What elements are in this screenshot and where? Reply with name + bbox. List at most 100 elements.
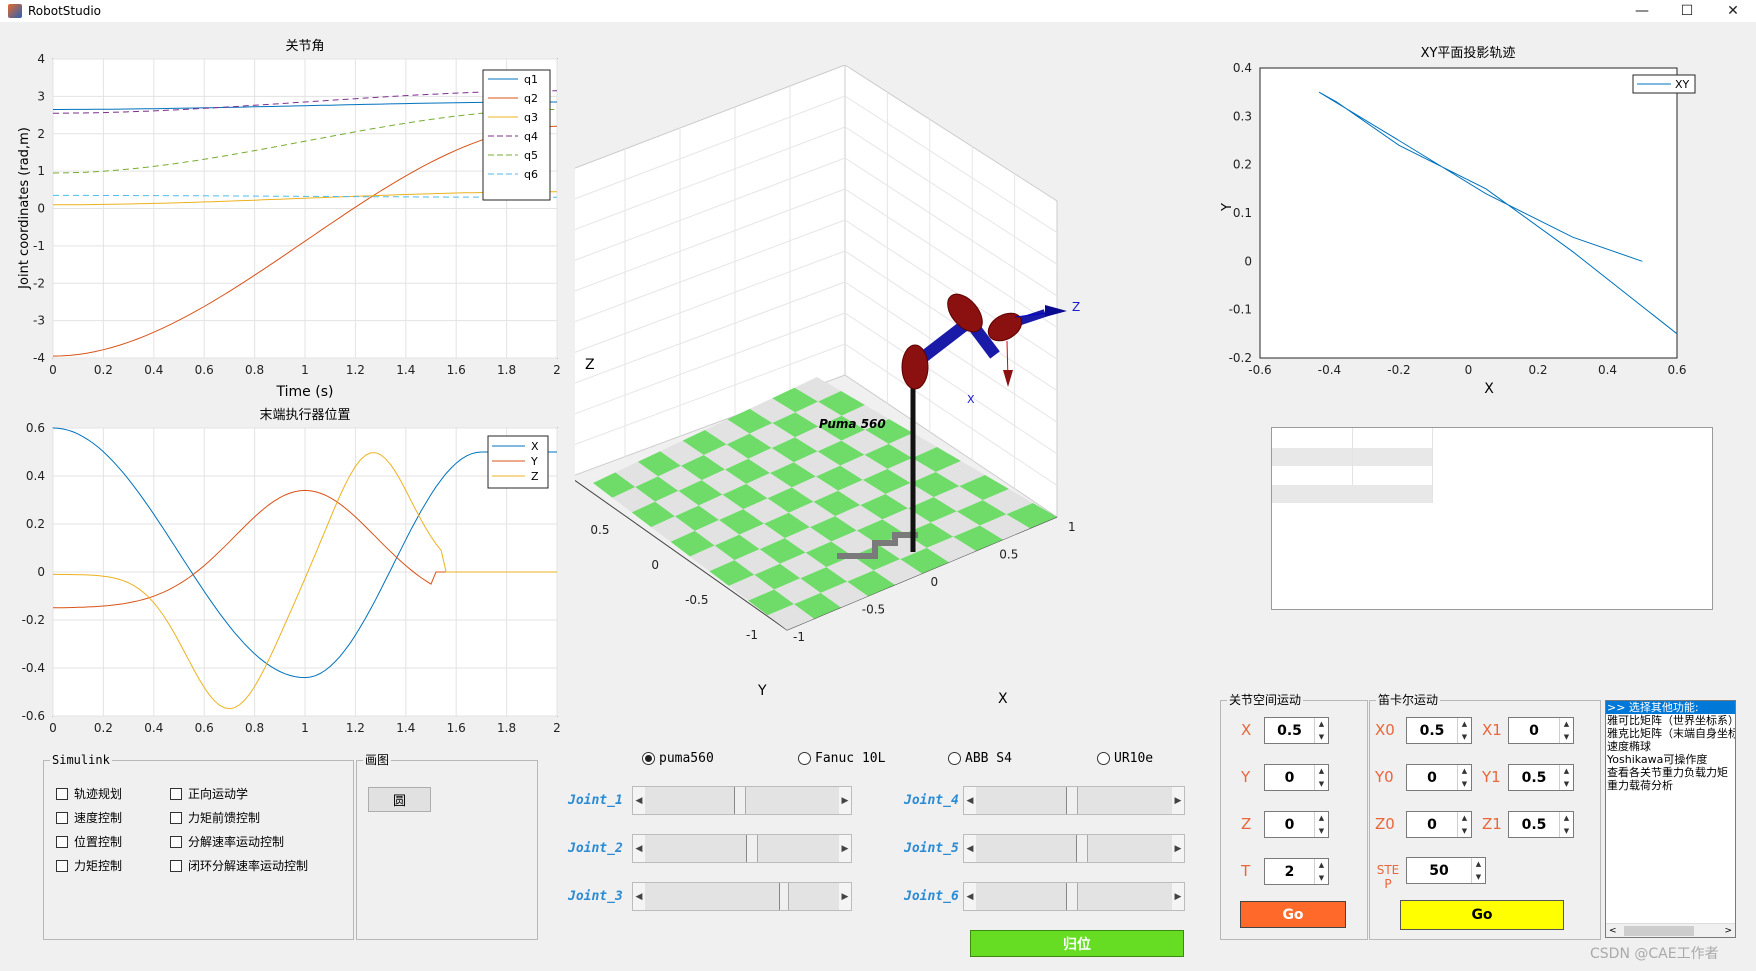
spinner-up-icon[interactable]: ▲	[1318, 814, 1325, 823]
checkbox-box[interactable]	[56, 835, 68, 848]
scroll-right-icon[interactable]: >	[1724, 925, 1732, 936]
simulink-option-checkbox[interactable]: 正向运动学	[170, 785, 248, 802]
draw-circle-button[interactable]: 圆	[368, 787, 431, 812]
spinner-up-icon[interactable]: ▲	[1461, 814, 1468, 823]
radio-dot[interactable]	[642, 752, 655, 765]
function-list-item[interactable]: Yoshikawa可操作度	[1607, 753, 1708, 766]
spinner-down-icon[interactable]: ▼	[1461, 732, 1468, 741]
slider-thumb[interactable]	[778, 883, 789, 910]
scroll-left-icon[interactable]: <	[1609, 925, 1617, 936]
spinner-value[interactable]: 0.5	[1521, 769, 1547, 786]
spinner-up-icon[interactable]: ▲	[1563, 720, 1570, 729]
value-spinner[interactable]: 0 ▲ ▼	[1406, 764, 1472, 791]
checkbox-box[interactable]	[170, 787, 182, 800]
slider-left-arrow-icon[interactable]: ◀	[964, 835, 976, 862]
joint-space-go-button[interactable]: Go	[1240, 901, 1346, 928]
robot-3d-view[interactable]: 10.80.60.40.20-0.2-0.4-0.6-0.8-1 10.50-0…	[575, 65, 1205, 725]
scroll-thumb[interactable]	[1623, 925, 1694, 936]
step-spinner[interactable]: 50 ▲ ▼	[1406, 857, 1486, 884]
slider-left-arrow-icon[interactable]: ◀	[633, 883, 645, 910]
slider-right-arrow-icon[interactable]: ▶	[1172, 883, 1184, 910]
simulink-option-checkbox[interactable]: 轨迹规划	[56, 785, 122, 802]
radio-dot[interactable]	[798, 752, 811, 765]
checkbox-box[interactable]	[56, 811, 68, 824]
data-table[interactable]	[1271, 427, 1713, 610]
spinner-value[interactable]: 0	[1427, 769, 1437, 786]
spinner-up-icon[interactable]: ▲	[1563, 767, 1570, 776]
function-list-item[interactable]: >> 选择其他功能:	[1606, 701, 1735, 714]
spinner-down-icon[interactable]: ▼	[1318, 826, 1325, 835]
simulink-option-checkbox[interactable]: 速度控制	[56, 809, 122, 826]
slider-right-arrow-icon[interactable]: ▶	[1172, 787, 1184, 814]
radio-dot[interactable]	[1097, 752, 1110, 765]
spinner-value[interactable]: 0	[1529, 722, 1539, 739]
slider-track[interactable]	[976, 835, 1172, 862]
spinner-down-icon[interactable]: ▼	[1318, 873, 1325, 882]
slider-track[interactable]	[976, 883, 1172, 910]
joint-slider-2[interactable]: ◀ ▶	[632, 834, 852, 863]
cartesian-go-button[interactable]: Go	[1400, 900, 1564, 930]
checkbox-box[interactable]	[170, 859, 182, 872]
spinner-value[interactable]: 0	[1284, 816, 1295, 833]
slider-thumb[interactable]	[1066, 787, 1078, 814]
spinner-value[interactable]: 0.5	[1521, 816, 1547, 833]
slider-thumb[interactable]	[734, 787, 746, 814]
slider-thumb[interactable]	[1075, 835, 1088, 862]
spinner-up-icon[interactable]: ▲	[1475, 860, 1482, 869]
slider-left-arrow-icon[interactable]: ◀	[633, 835, 645, 862]
joint-slider-1[interactable]: ◀ ▶	[632, 786, 852, 815]
robot-radio-2[interactable]: ABB S4	[948, 751, 1012, 766]
checkbox-box[interactable]	[56, 787, 68, 800]
minimize-button[interactable]: —	[1635, 3, 1649, 19]
spinner-down-icon[interactable]: ▼	[1475, 872, 1482, 881]
checkbox-box[interactable]	[170, 811, 182, 824]
value-spinner[interactable]: 0 ▲ ▼	[1264, 811, 1329, 838]
slider-track[interactable]	[645, 787, 839, 814]
spinner-up-icon[interactable]: ▲	[1318, 861, 1325, 870]
slider-thumb[interactable]	[745, 835, 758, 862]
simulink-option-checkbox[interactable]: 力矩前馈控制	[170, 809, 260, 826]
step-value[interactable]: 50	[1429, 862, 1449, 879]
spinner-up-icon[interactable]: ▲	[1461, 720, 1468, 729]
spinner-up-icon[interactable]: ▲	[1563, 814, 1570, 823]
close-button[interactable]: ✕	[1727, 3, 1739, 19]
slider-thumb[interactable]	[1066, 883, 1078, 910]
function-list-item[interactable]: 速度椭球	[1607, 740, 1651, 753]
joint-slider-3[interactable]: ◀ ▶	[632, 882, 852, 911]
spinner-value[interactable]: 2	[1284, 863, 1295, 880]
slider-left-arrow-icon[interactable]: ◀	[633, 787, 645, 814]
function-listbox[interactable]: >> 选择其他功能: 雅可比矩阵（世界坐标系） 雅克比矩阵（末端自身坐标 速度椭球 Yo…	[1605, 700, 1736, 938]
spinner-down-icon[interactable]: ▼	[1318, 732, 1325, 741]
joint-slider-6[interactable]: ◀ ▶	[963, 882, 1185, 911]
value-spinner[interactable]: 2 ▲ ▼	[1264, 858, 1329, 885]
joint-slider-5[interactable]: ◀ ▶	[963, 834, 1185, 863]
slider-right-arrow-icon[interactable]: ▶	[839, 883, 851, 910]
joint-slider-4[interactable]: ◀ ▶	[963, 786, 1185, 815]
spinner-up-icon[interactable]: ▲	[1318, 767, 1325, 776]
spinner-down-icon[interactable]: ▼	[1563, 779, 1570, 788]
spinner-up-icon[interactable]: ▲	[1318, 720, 1325, 729]
home-button[interactable]: 归位	[970, 930, 1184, 957]
horizontal-scrollbar[interactable]: < >	[1606, 923, 1735, 937]
slider-track[interactable]	[645, 835, 839, 862]
slider-left-arrow-icon[interactable]: ◀	[964, 787, 976, 814]
function-list-item[interactable]: 雅克比矩阵（末端自身坐标	[1607, 727, 1736, 740]
spinner-value[interactable]: 0	[1284, 769, 1295, 786]
simulink-option-checkbox[interactable]: 闭环分解速率运动控制	[170, 857, 308, 874]
spinner-down-icon[interactable]: ▼	[1461, 826, 1468, 835]
checkbox-box[interactable]	[170, 835, 182, 848]
spinner-down-icon[interactable]: ▼	[1563, 732, 1570, 741]
function-list-item[interactable]: 雅可比矩阵（世界坐标系）	[1607, 714, 1736, 727]
radio-dot[interactable]	[948, 752, 961, 765]
value-spinner[interactable]: 0 ▲ ▼	[1406, 811, 1472, 838]
robot-radio-3[interactable]: UR10e	[1097, 751, 1153, 766]
slider-track[interactable]	[645, 883, 839, 910]
spinner-down-icon[interactable]: ▼	[1318, 779, 1325, 788]
value-spinner[interactable]: 0.5 ▲ ▼	[1508, 811, 1574, 838]
value-spinner[interactable]: 0 ▲ ▼	[1264, 764, 1329, 791]
spinner-value[interactable]: 0.5	[1419, 722, 1445, 739]
checkbox-box[interactable]	[56, 859, 68, 872]
simulink-option-checkbox[interactable]: 位置控制	[56, 833, 122, 850]
value-spinner[interactable]: 0 ▲ ▼	[1508, 717, 1574, 744]
robot-radio-1[interactable]: Fanuc 10L	[798, 751, 885, 766]
